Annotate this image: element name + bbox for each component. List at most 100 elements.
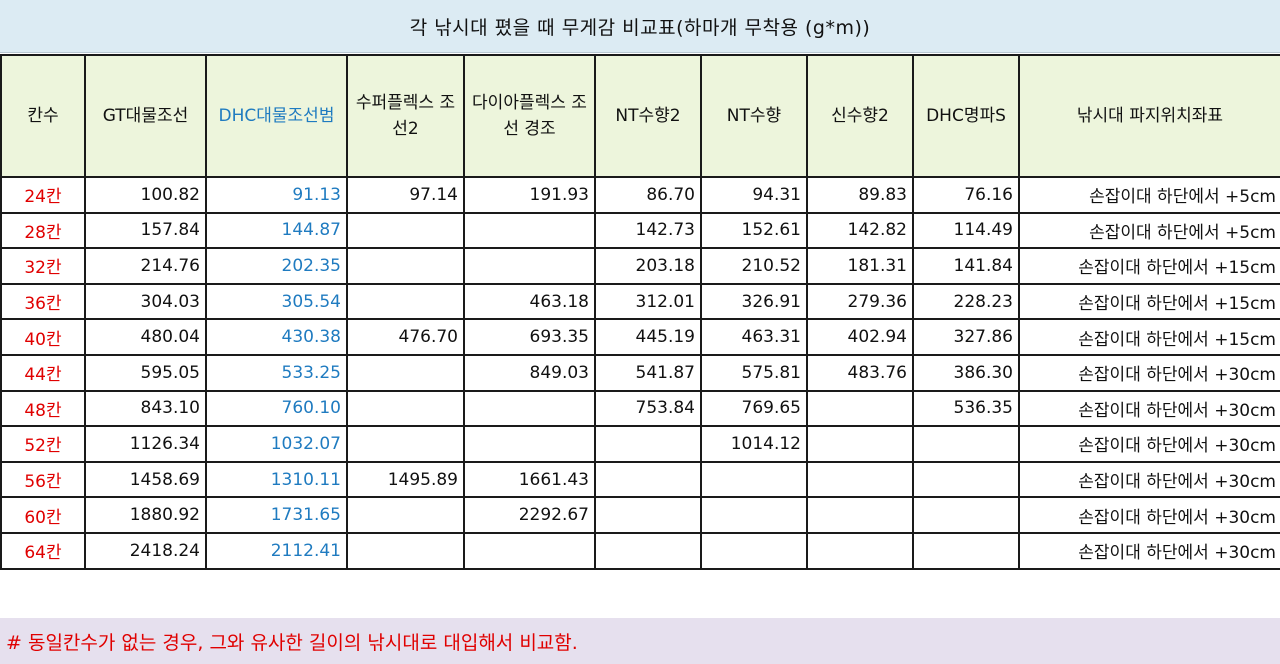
table-row: 36칸 304.03 305.54 463.18 312.01 326.91 279.36 2… <box>0 282 1280 321</box>
cell-nt: 463.31 <box>700 318 808 356</box>
cell-nt: 575.81 <box>700 353 808 392</box>
cell-myeong: 76.16 <box>912 176 1020 214</box>
table-row: 32칸 214.76 202.35 203.18 210.52 181.31 141.84 손… <box>0 247 1280 285</box>
cell-gt: 480.04 <box>84 318 207 356</box>
header-grip-position: 낚시대 파지위치좌표 <box>1018 54 1280 178</box>
cell-dhc: 1310.11 <box>205 460 348 499</box>
cell-superflex <box>346 211 465 250</box>
cell-shin: 142.82 <box>806 211 914 250</box>
table-row: 56칸 1458.69 1310.11 1495.89 1661.43 손잡이대 하단에서… <box>0 460 1280 499</box>
cell-superflex <box>346 389 465 428</box>
cell-grip-position: 손잡이대 하단에서 +30cm <box>1018 425 1280 463</box>
cell-gt: 214.76 <box>84 247 207 285</box>
cell-grip-position: 손잡이대 하단에서 +5cm <box>1018 211 1280 250</box>
cell-diaflex: 849.03 <box>463 353 596 392</box>
cell-kan: 32칸 <box>0 247 86 285</box>
cell-superflex <box>346 282 465 321</box>
cell-nt2: 445.19 <box>594 318 702 356</box>
cell-diaflex: 191.93 <box>463 176 596 214</box>
cell-gt: 1458.69 <box>84 460 207 499</box>
cell-superflex <box>346 496 465 534</box>
table-row: 48칸 843.10 760.10 753.84 769.65 536.35 손잡이대 하단… <box>0 389 1280 428</box>
footnote: # 동일칸수가 없는 경우, 그와 유사한 길이의 낚시대로 대입해서 비교함. <box>0 618 1280 664</box>
cell-kan: 24칸 <box>0 176 86 214</box>
cell-gt: 843.10 <box>84 389 207 428</box>
cell-diaflex: 2292.67 <box>463 496 596 534</box>
cell-nt2: 142.73 <box>594 211 702 250</box>
cell-myeong: 114.49 <box>912 211 1020 250</box>
cell-kan: 40칸 <box>0 318 86 356</box>
cell-dhc: 91.13 <box>205 176 348 214</box>
cell-myeong: 141.84 <box>912 247 1020 285</box>
cell-nt2: 203.18 <box>594 247 702 285</box>
cell-grip-position: 손잡이대 하단에서 +30cm <box>1018 531 1280 570</box>
cell-diaflex <box>463 211 596 250</box>
cell-diaflex: 463.18 <box>463 282 596 321</box>
cell-superflex: 1495.89 <box>346 460 465 499</box>
cell-dhc: 1731.65 <box>205 496 348 534</box>
cell-nt2: 86.70 <box>594 176 702 214</box>
cell-nt: 326.91 <box>700 282 808 321</box>
cell-shin <box>806 460 914 499</box>
cell-shin <box>806 496 914 534</box>
header-superflex: 수퍼플렉스 조선2 <box>346 54 465 178</box>
table-row: 40칸 480.04 430.38 476.70 693.35 445.19 463.31 4… <box>0 318 1280 356</box>
table-row: 44칸 595.05 533.25 849.03 541.87 575.81 483.76 3… <box>0 353 1280 392</box>
cell-diaflex <box>463 425 596 463</box>
header-diaflex: 다이아플렉스 조선 경조 <box>463 54 596 178</box>
cell-superflex <box>346 353 465 392</box>
cell-gt: 1880.92 <box>84 496 207 534</box>
cell-nt2: 753.84 <box>594 389 702 428</box>
cell-myeong: 386.30 <box>912 353 1020 392</box>
cell-shin <box>806 531 914 570</box>
cell-shin: 181.31 <box>806 247 914 285</box>
cell-superflex: 97.14 <box>346 176 465 214</box>
cell-myeong: 327.86 <box>912 318 1020 356</box>
cell-kan: 60칸 <box>0 496 86 534</box>
cell-nt2: 312.01 <box>594 282 702 321</box>
cell-dhc: 144.87 <box>205 211 348 250</box>
header-shin: 신수향2 <box>806 54 914 178</box>
cell-shin <box>806 425 914 463</box>
cell-shin: 483.76 <box>806 353 914 392</box>
cell-superflex <box>346 247 465 285</box>
table-title: 각 낚시대 폈을 때 무게감 비교표(하마개 무착용 (g*m)) <box>0 0 1280 53</box>
cell-myeong <box>912 425 1020 463</box>
header-dhc: DHC대물조선범 <box>205 54 348 178</box>
cell-nt2 <box>594 460 702 499</box>
cell-nt2 <box>594 425 702 463</box>
cell-nt2 <box>594 496 702 534</box>
cell-dhc: 2112.41 <box>205 531 348 570</box>
cell-myeong <box>912 496 1020 534</box>
cell-shin: 402.94 <box>806 318 914 356</box>
cell-dhc: 202.35 <box>205 247 348 285</box>
cell-gt: 595.05 <box>84 353 207 392</box>
cell-kan: 36칸 <box>0 282 86 321</box>
cell-nt: 1014.12 <box>700 425 808 463</box>
cell-kan: 56칸 <box>0 460 86 499</box>
table-row: 52칸 1126.34 1032.07 1014.12 손잡이대 하단에서 +30cm <box>0 425 1280 463</box>
cell-kan: 48칸 <box>0 389 86 428</box>
cell-grip-position: 손잡이대 하단에서 +30cm <box>1018 496 1280 534</box>
cell-myeong <box>912 460 1020 499</box>
header-nt: NT수향 <box>700 54 808 178</box>
cell-diaflex <box>463 247 596 285</box>
cell-grip-position: 손잡이대 하단에서 +15cm <box>1018 282 1280 321</box>
cell-grip-position: 손잡이대 하단에서 +30cm <box>1018 353 1280 392</box>
cell-grip-position: 손잡이대 하단에서 +5cm <box>1018 176 1280 214</box>
cell-dhc: 760.10 <box>205 389 348 428</box>
cell-grip-position: 손잡이대 하단에서 +15cm <box>1018 247 1280 285</box>
cell-kan: 64칸 <box>0 531 86 570</box>
table-row: 64칸 2418.24 2112.41 손잡이대 하단에서 +30cm <box>0 531 1280 570</box>
cell-nt: 210.52 <box>700 247 808 285</box>
cell-nt: 769.65 <box>700 389 808 428</box>
header-gt: GT대물조선 <box>84 54 207 178</box>
table-row: 60칸 1880.92 1731.65 2292.67 손잡이대 하단에서 +30cm <box>0 496 1280 534</box>
cell-kan: 28칸 <box>0 211 86 250</box>
cell-nt2 <box>594 531 702 570</box>
cell-gt: 2418.24 <box>84 531 207 570</box>
cell-nt2: 541.87 <box>594 353 702 392</box>
cell-nt: 94.31 <box>700 176 808 214</box>
weight-comparison-table: 칸수 GT대물조선 DHC대물조선범 수퍼플렉스 조선2 다이아플렉스 조선 경… <box>0 54 1280 570</box>
cell-gt: 304.03 <box>84 282 207 321</box>
